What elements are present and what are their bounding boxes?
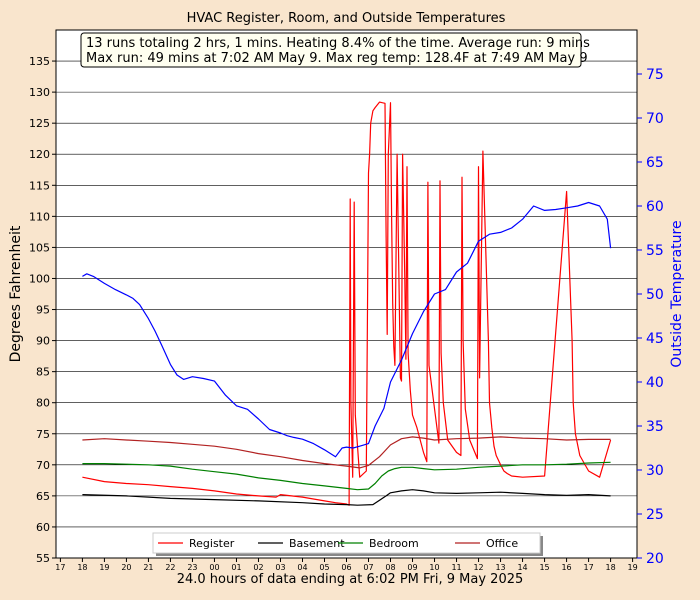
- x-tick-label: 22: [165, 563, 175, 572]
- x-tick-label: 05: [319, 563, 329, 572]
- right-tick-label: 45: [646, 331, 664, 347]
- x-tick-label: 19: [99, 563, 109, 572]
- x-tick-label: 23: [187, 563, 197, 572]
- annotation-box: [80, 32, 582, 68]
- legend: Register Basement Bedroom Office: [152, 532, 543, 556]
- left-tick-label: 95: [36, 304, 50, 317]
- left-tick-label: 130: [29, 86, 50, 99]
- x-tick-label: 04: [297, 563, 307, 572]
- left-axis-ticks: 55 60 65 70 75 80 85 90 95 100 105 110 115 120 125 130 1…: [29, 55, 56, 565]
- x-tick-label: 08: [385, 563, 395, 572]
- x-tick-label: 00: [209, 563, 219, 572]
- summary-annotation: 13 runs totaling 2 hrs, 1 mins. Heating …: [80, 32, 590, 68]
- x-tick-label: 19: [628, 563, 638, 572]
- right-axis-ticks: 20 25 30 35 40 45 50 55 60 65 70 75: [637, 67, 664, 567]
- x-tick-label: 01: [231, 563, 241, 572]
- x-tick-label: 06: [341, 563, 351, 572]
- left-tick-label: 85: [36, 366, 50, 379]
- x-tick-label: 10: [429, 563, 439, 572]
- right-tick-label: 75: [646, 67, 664, 83]
- series-line-bedroom: [82, 461, 611, 491]
- series-line-office: [82, 436, 611, 469]
- left-tick-label: 75: [36, 428, 50, 441]
- x-tick-label: 21: [143, 563, 153, 572]
- left-tick-label: 120: [29, 148, 50, 161]
- legend-label: Bedroom: [369, 537, 419, 550]
- series-line-outside: [82, 201, 612, 458]
- right-tick-label: 50: [646, 287, 664, 303]
- legend-items: Register Basement Bedroom Office: [158, 537, 518, 550]
- left-tick-label: 110: [29, 210, 50, 223]
- x-tick-label: 15: [539, 563, 549, 572]
- right-tick-label: 30: [646, 463, 664, 479]
- left-tick-label: 90: [36, 335, 50, 348]
- x-tick-label: 09: [407, 563, 417, 572]
- left-tick-label: 70: [36, 459, 50, 472]
- left-tick-label: 80: [36, 397, 50, 410]
- legend-label: Basement: [289, 537, 345, 550]
- y-axis-label-right: Outside Temperature: [669, 220, 685, 367]
- legend-label: Office: [486, 537, 518, 550]
- x-tick-label: 07: [363, 563, 373, 572]
- right-tick-label: 40: [646, 375, 664, 391]
- x-tick-label: 18: [605, 563, 615, 572]
- x-tick-label: 03: [275, 563, 285, 572]
- left-tick-label: 65: [36, 490, 50, 503]
- x-tick-label: 11: [451, 563, 461, 572]
- left-tick-label: 60: [36, 521, 50, 534]
- right-tick-label: 25: [646, 507, 664, 523]
- x-tick-label: 16: [561, 563, 571, 572]
- left-tick-label: 115: [29, 179, 50, 192]
- left-tick-label: 100: [29, 272, 50, 285]
- right-tick-label: 70: [646, 111, 664, 127]
- right-tick-label: 20: [646, 551, 664, 567]
- x-axis-ticks: 17 18 19 20 21 22 23 00 01 02 03 04 05 06 07 08 09 10 11 12…: [55, 558, 638, 572]
- left-tick-label: 105: [29, 241, 50, 254]
- y-axis-label-left: Degrees Fahrenheit: [8, 225, 24, 362]
- x-tick-label: 20: [121, 563, 131, 572]
- x-tick-label: 17: [583, 563, 593, 572]
- x-axis-label: 24.0 hours of data ending at 6:02 PM Fri…: [177, 572, 524, 587]
- series-line-basement: [82, 489, 611, 506]
- x-tick-label: 17: [55, 563, 65, 572]
- right-tick-label: 35: [646, 419, 664, 435]
- x-tick-label: 18: [77, 563, 87, 572]
- right-tick-label: 65: [646, 155, 664, 171]
- x-tick-label: 13: [495, 563, 505, 572]
- right-tick-label: 55: [646, 243, 664, 259]
- x-tick-label: 02: [253, 563, 263, 572]
- left-tick-label: 135: [29, 55, 50, 68]
- left-tick-label: 55: [36, 552, 50, 565]
- right-tick-label: 60: [646, 199, 664, 215]
- series-lines: [82, 101, 612, 506]
- annotation-line-1: 13 runs totaling 2 hrs, 1 mins. Heating …: [86, 36, 590, 51]
- annotation-line-2: Max run: 49 mins at 7:02 AM May 9. Max r…: [86, 51, 588, 66]
- left-tick-label: 125: [29, 117, 50, 130]
- chart-title: HVAC Register, Room, and Outside Tempera…: [187, 11, 506, 26]
- x-tick-label: 14: [517, 563, 527, 572]
- legend-label: Register: [189, 537, 235, 550]
- plot-area: [55, 29, 638, 559]
- x-tick-label: 12: [473, 563, 483, 572]
